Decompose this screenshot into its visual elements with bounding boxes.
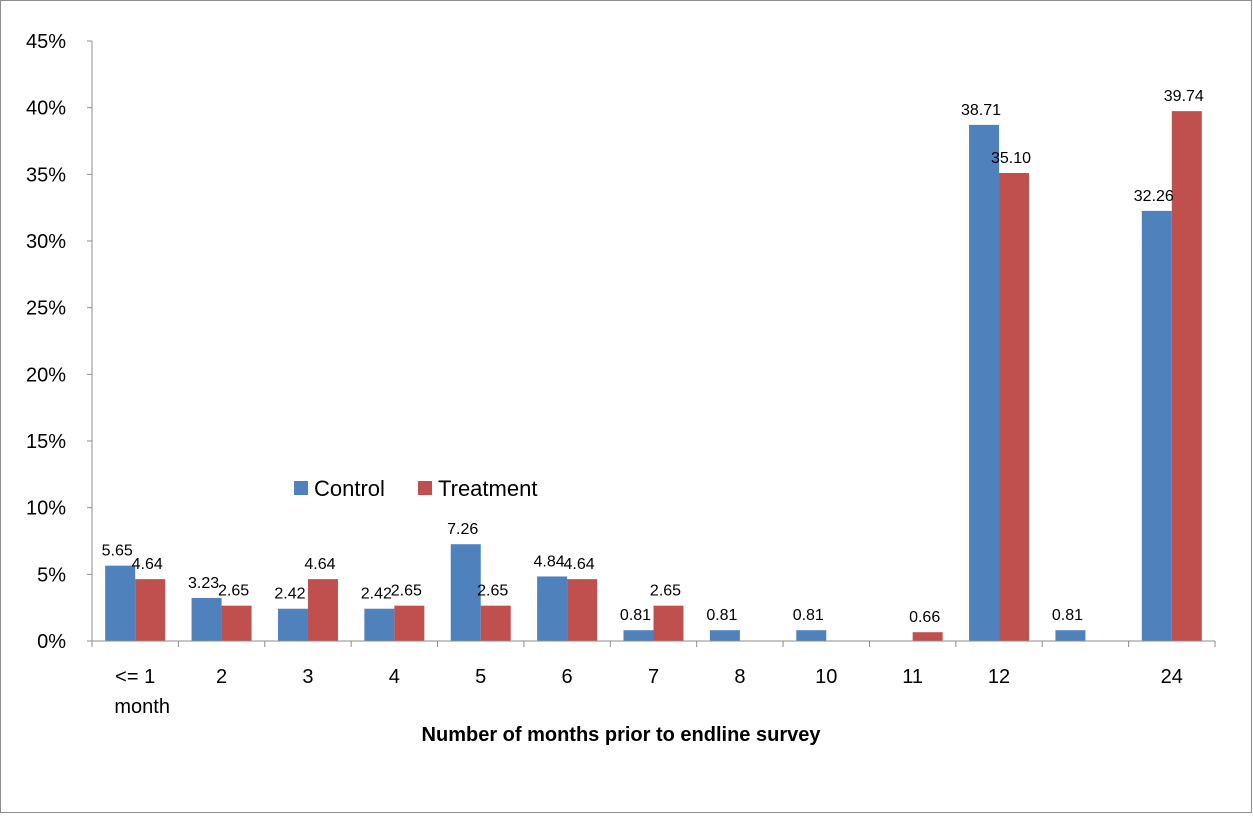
- y-tick-label: 10%: [26, 498, 66, 520]
- data-label-control: 0.81: [706, 607, 737, 624]
- bar-control: [191, 597, 222, 641]
- x-category-label: 10: [815, 666, 837, 688]
- data-label-treatment: 2.65: [477, 583, 508, 600]
- bar-control: [277, 608, 308, 641]
- legend-swatch-treatment: [418, 481, 432, 495]
- bar-control: [537, 576, 568, 641]
- x-category-label: 11: [902, 666, 923, 688]
- data-label-control: 0.81: [620, 607, 651, 624]
- legend-swatch-control: [294, 481, 308, 495]
- y-tick-label: 5%: [37, 564, 66, 586]
- bar-control: [1141, 210, 1172, 641]
- x-axis-title: Number of months prior to endline survey: [422, 724, 822, 746]
- bar-treatment: [221, 605, 252, 641]
- data-label-control: 2.42: [274, 586, 305, 603]
- bar-treatment: [1171, 111, 1202, 642]
- bar-treatment: [480, 605, 511, 641]
- data-label-control: 2.42: [361, 586, 392, 603]
- bar-treatment: [567, 579, 598, 641]
- y-tick-label: 35%: [26, 164, 66, 186]
- data-label-control: 0.81: [793, 607, 824, 624]
- data-label-treatment: 4.64: [564, 556, 595, 573]
- bar-control: [364, 608, 395, 641]
- bar-treatment: [653, 605, 684, 641]
- y-tick-label: 30%: [26, 231, 66, 253]
- y-tick-label: 0%: [37, 631, 66, 653]
- legend-label-control: Control: [314, 476, 385, 501]
- x-category-label: 6: [562, 666, 573, 688]
- data-label-treatment: 2.65: [218, 583, 249, 600]
- bar-treatment: [135, 579, 166, 641]
- data-label-treatment: 39.74: [1164, 88, 1204, 105]
- x-category-label: 12: [988, 666, 1010, 688]
- y-axis: 0% 5% 10% 15% 20% 25% 30% 35% 40% 45%: [26, 31, 93, 653]
- data-label-treatment: 4.64: [304, 556, 335, 573]
- data-label-treatment: 2.65: [391, 583, 422, 600]
- bar-control: [796, 630, 827, 641]
- data-label-control: 3.23: [188, 575, 219, 592]
- x-category-label: 4: [389, 666, 400, 688]
- data-label-treatment: 2.65: [650, 583, 681, 600]
- y-tick-label: 15%: [26, 431, 66, 453]
- y-tick-label: 45%: [26, 31, 66, 53]
- x-category-line: month: [114, 696, 170, 718]
- x-category-label: 8: [734, 666, 745, 688]
- x-category-label: 7: [648, 666, 659, 688]
- bar-treatment: [394, 605, 425, 641]
- data-label-control: 5.65: [102, 543, 133, 560]
- x-category-label: 5: [475, 666, 486, 688]
- legend: Control Treatment: [294, 476, 537, 501]
- data-label-control: 0.81: [1052, 607, 1083, 624]
- bar-control: [1055, 630, 1086, 641]
- data-label-control: 7.26: [447, 521, 478, 538]
- bar-control: [969, 124, 1000, 641]
- x-category-label: 24: [1161, 666, 1183, 688]
- bar-control: [450, 544, 481, 641]
- data-label-control: 38.71: [961, 102, 1001, 119]
- y-tick-label: 40%: [26, 98, 66, 120]
- y-tick-label: 20%: [26, 364, 66, 386]
- bar-treatment: [307, 579, 338, 641]
- bar-treatment: [912, 632, 943, 641]
- x-category-label: <= 1 month: [114, 666, 170, 718]
- data-labels: 5.65 3.23 2.42 2.42 7.26 4.84 0.81 0.81 0.81 38.7…: [102, 88, 1204, 626]
- bar-control: [709, 630, 740, 641]
- bar-treatment: [999, 173, 1030, 641]
- data-label-treatment: 0.66: [909, 609, 940, 626]
- y-tick-label: 25%: [26, 298, 66, 320]
- data-label-control: 4.84: [534, 553, 565, 570]
- bar-control: [623, 630, 654, 641]
- bar-control: [105, 565, 136, 641]
- legend-label-treatment: Treatment: [438, 476, 537, 501]
- x-category-line: <= 1: [115, 666, 155, 688]
- data-label-treatment: 35.10: [991, 150, 1031, 167]
- data-label-treatment: 4.64: [132, 556, 163, 573]
- bars: [105, 111, 1202, 642]
- data-label-control: 32.26: [1134, 188, 1174, 205]
- x-category-label: 2: [216, 666, 227, 688]
- x-axis: <= 1 month 2 3 4 5 6 7 8 10 11 12 24: [91, 640, 1216, 718]
- x-category-label: 3: [302, 666, 313, 688]
